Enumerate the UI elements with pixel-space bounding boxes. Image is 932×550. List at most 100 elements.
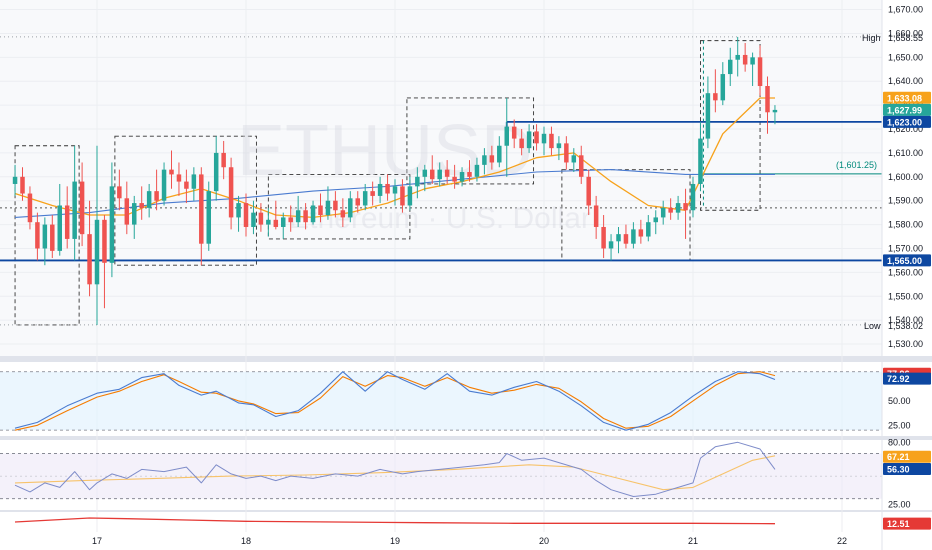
candle-body <box>139 203 144 208</box>
candle-body <box>318 205 323 216</box>
pane-separator <box>0 510 932 512</box>
candle-body <box>340 210 346 218</box>
candle-body <box>184 181 189 189</box>
candle-body <box>623 234 629 244</box>
candle-body <box>690 183 696 211</box>
candle-body <box>72 181 77 239</box>
watermark-symbol: ETHUSD <box>237 111 533 191</box>
pivot-label: (1,601.25) <box>836 160 877 170</box>
candle-body <box>646 222 651 237</box>
y-tick-label: 1,670.00 <box>888 5 923 15</box>
main-price-tag-bg <box>883 91 931 104</box>
main-price-tag: 1,565.00 <box>883 254 931 267</box>
candle-body <box>50 224 55 251</box>
low-value: 1,538.02 <box>888 321 923 331</box>
candle-body <box>303 210 308 223</box>
candle-body <box>355 198 360 206</box>
candle-body <box>511 126 517 139</box>
main-price-tag-text: 1,623.00 <box>887 117 922 127</box>
candle-body <box>12 176 18 184</box>
high-value: 1,658.55 <box>888 33 923 43</box>
candle-body <box>57 205 62 251</box>
y-tick-label: 1,600.00 <box>888 172 923 182</box>
osc2-price-tag-text: 67.21 <box>887 452 910 462</box>
osc2-price-tag-bg <box>883 450 931 463</box>
candle-body <box>593 205 599 227</box>
low-label: Low <box>864 321 881 331</box>
osc3-price-tag-text: 12.51 <box>887 519 910 529</box>
candle-body <box>348 198 353 218</box>
candle-body <box>437 169 442 180</box>
candle-body <box>124 198 130 225</box>
candle-body <box>35 222 40 249</box>
osc2-price-tag: 67.21 <box>883 450 931 463</box>
candle-body <box>20 176 25 194</box>
candle-body <box>325 200 331 216</box>
candle-body <box>199 174 204 244</box>
candle-body <box>541 133 547 144</box>
y-tick-label: 1,620.00 <box>888 124 923 134</box>
candle-body <box>713 93 718 101</box>
candle-body <box>728 59 733 75</box>
osc1-tick-label: 25.00 <box>888 420 911 430</box>
y-tick-label: 1,640.00 <box>888 76 923 86</box>
x-tick-label: 22 <box>837 536 847 546</box>
candle-body <box>482 155 487 165</box>
candle-body <box>392 186 398 194</box>
main-price-tag: 1,623.00 <box>883 115 931 128</box>
candle-body <box>117 186 122 199</box>
main-price-tag-bg <box>883 103 931 116</box>
candle-body <box>653 217 658 223</box>
candle-body <box>295 210 301 223</box>
candle-body <box>228 167 234 218</box>
candle-body <box>206 191 211 244</box>
osc1-price-tag-text: 72.92 <box>887 374 910 384</box>
consolidation-box <box>114 135 257 266</box>
y-tick-label: 1,560.00 <box>888 267 923 277</box>
candle-body <box>765 86 770 113</box>
candle-body <box>556 143 562 149</box>
y-tick-label: 1,580.00 <box>888 220 923 230</box>
consolidation-box <box>14 145 80 326</box>
candle-body <box>333 200 338 211</box>
candle-body <box>616 234 621 242</box>
osc2-main-line <box>14 441 776 497</box>
candle-body <box>27 193 33 223</box>
ma-fast-line <box>14 97 775 219</box>
candle-body <box>258 212 264 225</box>
candle-body <box>251 212 256 227</box>
candle-body <box>288 217 293 223</box>
osc1-tick-label: 50.00 <box>888 396 911 406</box>
candle-body <box>154 191 159 201</box>
candle-body <box>504 126 509 146</box>
candle-body <box>191 174 197 189</box>
candle-body <box>526 131 532 149</box>
osc1-price-tag-bg <box>883 372 931 385</box>
candle-body <box>660 207 666 218</box>
candle-body <box>586 176 591 206</box>
candle-body <box>79 181 85 235</box>
osc3-price-tag-bg <box>883 517 931 530</box>
watermark-description: Ethereum · U.S. Dollar <box>289 202 591 235</box>
candle-body <box>474 164 480 177</box>
main-price-tag-bg <box>883 254 931 267</box>
osc2-signal-line <box>14 455 776 491</box>
candle-body <box>668 207 673 213</box>
candle-body <box>213 152 219 192</box>
y-tick-label: 1,570.00 <box>888 243 923 253</box>
candle-body <box>377 183 383 196</box>
candle-body <box>176 174 182 182</box>
candle-body <box>631 229 636 244</box>
osc2-tick-label: 25.00 <box>888 499 911 509</box>
x-tick-label: 17 <box>92 536 102 546</box>
main-price-tag-text: 1,627.99 <box>887 105 922 115</box>
candle-body <box>750 57 755 65</box>
candle-body <box>273 219 279 227</box>
candle-body <box>489 155 495 163</box>
candle-body <box>519 138 524 149</box>
candle-body <box>452 176 457 182</box>
candle-body <box>772 109 778 113</box>
candle-body <box>742 54 748 65</box>
y-tick-label: 1,540.00 <box>888 315 923 325</box>
main-price-tag: 1,627.99 <box>883 103 931 116</box>
